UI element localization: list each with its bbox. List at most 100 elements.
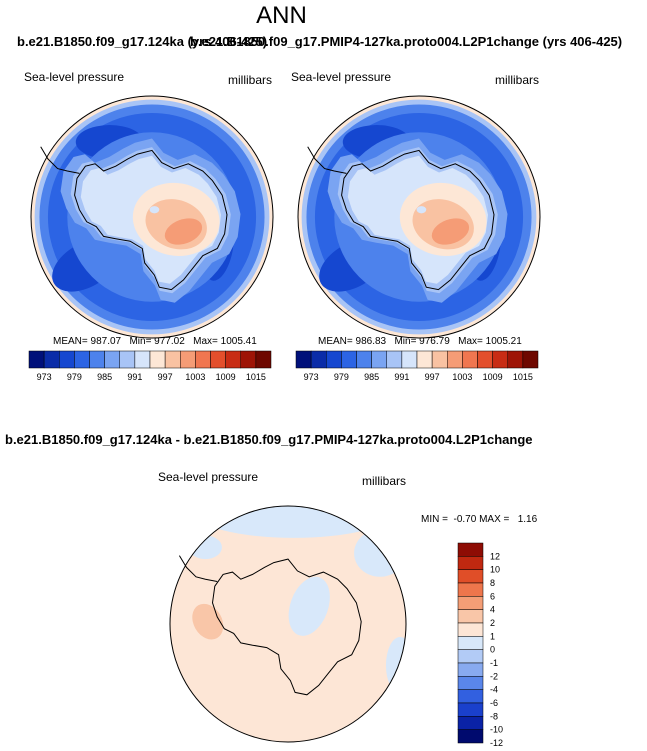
diff-tick-label: 0: [490, 645, 495, 655]
right-high-plateau-3: [431, 218, 470, 245]
left-colorbar-swatch: [59, 350, 75, 369]
left-colorbar-swatch: [28, 350, 45, 369]
diff-swatch: [457, 556, 484, 570]
diff-tick-label: -2: [490, 671, 498, 681]
right-colorbar-swatch: [492, 350, 508, 369]
right-colorbar-tick-label: 985: [364, 372, 379, 382]
diff-swatch: [457, 609, 484, 624]
right-colorbar-swatch: [386, 350, 403, 369]
right-colorbar-swatch: [507, 350, 524, 369]
diff-swatch: [457, 662, 484, 677]
diff-swatch: [457, 569, 484, 584]
right-colorbar-swatch: [431, 350, 448, 369]
left-high-plateau-3: [164, 218, 203, 245]
right-peninsula: [307, 146, 347, 174]
diff-units-label: millibars: [362, 474, 407, 488]
diff-negative-north: [193, 506, 395, 538]
right-colorbar-tick-label: 1003: [452, 372, 472, 382]
left-colorbar-tick-label: 991: [127, 372, 142, 382]
diff-swatch: [457, 716, 484, 730]
left-units-label: millibars: [228, 73, 273, 87]
right-colorbar: 973 979 985 991 997 1003 1009 1015: [295, 350, 539, 382]
left-colorbar-swatch: [195, 350, 211, 369]
left-colorbar-swatch: [104, 350, 120, 369]
diff-swatch: [457, 542, 484, 557]
left-max: Max= 1005.41: [193, 336, 257, 347]
left-contours: [31, 96, 273, 338]
right-colorbar-swatch: [416, 350, 433, 369]
left-stats: MEAN= 987.07 Min= 977.02 Max= 1005.41: [53, 336, 257, 347]
diff-negative-northeast: [354, 529, 406, 577]
diff-swatch: [457, 649, 484, 664]
left-colorbar-swatch: [43, 350, 60, 369]
left-colorbar-tick-label: 979: [67, 372, 82, 382]
diff-swatch: [457, 676, 484, 690]
diff-tick-label: -1: [490, 658, 498, 668]
diff-swatch: [457, 702, 484, 717]
right-mean: MEAN= 986.83: [318, 336, 387, 347]
right-colorbar-swatch: [401, 350, 418, 369]
diff-swatch: [457, 596, 484, 610]
difference-panel-title: b.e21.B1850.f09_g17.124ka - b.e21.B1850.…: [5, 432, 533, 447]
left-colorbar-swatch: [74, 350, 90, 369]
left-colorbar-swatch: [210, 350, 226, 369]
right-colorbar-swatch: [371, 350, 387, 369]
left-map: [30, 95, 274, 339]
diff-variable-label: Sea-level pressure: [158, 470, 259, 484]
right-max: Max= 1005.21: [458, 336, 522, 347]
right-colorbar-swatch: [477, 350, 493, 369]
right-colorbar-swatch: [310, 350, 327, 369]
right-colorbar-tick-label: 973: [304, 372, 319, 382]
right-colorbar-tick-label: 1015: [513, 372, 533, 382]
left-colorbar: 973 979 985 991 997 1003 1009 1015: [28, 350, 272, 382]
left-colorbar-tick-label: 1009: [216, 372, 236, 382]
right-border: [297, 95, 541, 339]
left-colorbar-swatch: [255, 350, 272, 369]
diff-tick-label: 8: [490, 578, 495, 588]
right-colorbar-swatch: [356, 350, 372, 369]
diff-border: [169, 505, 407, 743]
right-colorbar-swatch: [462, 350, 478, 369]
left-colorbar-tick-label: 1015: [246, 372, 266, 382]
left-colorbar-tick-label: 985: [97, 372, 112, 382]
right-colorbar-tick-label: 979: [334, 372, 349, 382]
right-colorbar-swatch: [326, 350, 342, 369]
right-stats: MEAN= 986.83 Min= 976.79 Max= 1005.21: [318, 336, 522, 347]
right-colorbar-swatch: [522, 350, 539, 369]
diff-tick-label: -6: [490, 698, 498, 708]
left-border: [30, 95, 274, 339]
left-colorbar-swatch: [89, 350, 105, 369]
left-plateau-dip: [149, 206, 160, 214]
right-colorbar-tick-label: 991: [394, 372, 409, 382]
right-contours: [298, 96, 540, 338]
difference-map: [169, 505, 407, 743]
left-peninsula: [40, 146, 80, 174]
diff-tick-label: -8: [490, 711, 498, 721]
left-coastline: [74, 149, 228, 291]
left-mean: MEAN= 987.07: [53, 336, 122, 347]
right-colorbar-swatch: [447, 350, 463, 369]
right-map: [297, 95, 541, 339]
diff-swatch: [457, 636, 484, 650]
diff-tick-label: 4: [490, 605, 495, 615]
right-panel-title: b.e21.B1850.f09_g17.PMIP4-127ka.proto004…: [190, 34, 623, 49]
diff-tick-label: 2: [490, 618, 495, 628]
figure-title: ANN: [256, 2, 307, 29]
left-colorbar-swatch: [149, 350, 166, 369]
diff-coastline: [211, 558, 362, 696]
left-colorbar-swatch: [134, 350, 151, 369]
diff-contour-base: [170, 506, 406, 742]
left-colorbar-tick-label: 1003: [185, 372, 205, 382]
diff-swatch: [457, 582, 484, 597]
right-colorbar-tick-label: 1009: [483, 372, 503, 382]
right-units-label: millibars: [495, 73, 540, 87]
right-colorbar-swatch: [341, 350, 357, 369]
left-colorbar-tick-label: 973: [37, 372, 52, 382]
diff-swatch: [457, 689, 484, 704]
diff-contours: [170, 506, 406, 742]
diff-min-max: MIN = -0.70 MAX = 1.16: [421, 514, 538, 525]
diff-swatch: [457, 729, 484, 744]
left-min: Min= 977.02: [129, 336, 185, 347]
